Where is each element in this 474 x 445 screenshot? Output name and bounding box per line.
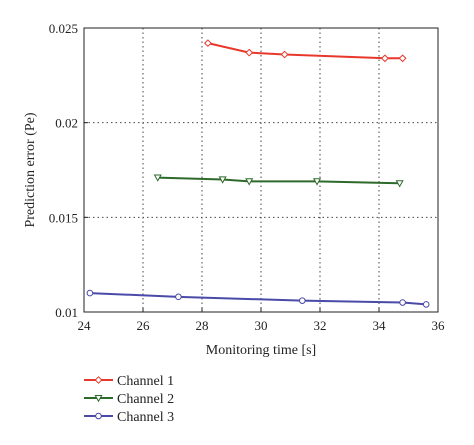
x-tick-label: 28 [196, 318, 209, 333]
legend-marker [95, 412, 102, 420]
y-tick-label: 0.01 [55, 305, 78, 320]
legend-label: Channel 3 [117, 410, 174, 425]
data-point [380, 54, 389, 63]
legend-item-channel-1: Channel 1 [84, 374, 174, 389]
data-point [280, 50, 289, 59]
legend-item-channel-3: Channel 3 [84, 410, 174, 425]
legend-label: Channel 1 [117, 374, 174, 389]
x-tick-label: 36 [432, 318, 446, 333]
y-tick-label: 0.02 [55, 116, 78, 131]
data-point [399, 299, 406, 306]
x-tick-label: 32 [314, 318, 327, 333]
data-point [313, 178, 322, 186]
series [86, 39, 430, 308]
data-point [299, 297, 306, 304]
data-point [245, 178, 254, 186]
legend-label: Channel 2 [117, 392, 174, 407]
grid [84, 28, 438, 312]
data-point [86, 289, 94, 297]
series-channel-3 [86, 289, 430, 308]
legend: Channel 1 Channel 2 Channel 3 [84, 374, 174, 425]
data-point [175, 293, 182, 301]
data-point [245, 48, 254, 57]
data-point [153, 174, 162, 182]
y-tick-label: 0.015 [49, 210, 78, 225]
data-point [203, 39, 212, 48]
data-point [422, 301, 430, 308]
x-tick-label: 34 [373, 318, 387, 333]
x-tick-label: 24 [78, 318, 92, 333]
plot-area-frame [83, 27, 439, 313]
x-tick-label: 30 [255, 318, 268, 333]
axis-ticks: 24 26 28 30 32 34 36 0.01 0.015 0.02 0.025 [49, 21, 445, 333]
x-axis-label: Monitoring time [s] [206, 343, 316, 358]
data-point [218, 176, 227, 184]
x-tick-label: 26 [137, 318, 151, 333]
series-line [89, 292, 427, 306]
data-point [398, 54, 407, 63]
legend-marker [94, 376, 103, 384]
data-point [395, 180, 404, 188]
series-line [157, 176, 400, 185]
legend-marker [94, 394, 103, 403]
y-axis-label: Prediction error (Pe) [23, 112, 38, 227]
y-tick-label: 0.025 [49, 21, 78, 36]
series-line [207, 42, 403, 60]
series-channel-2 [153, 174, 404, 188]
legend-item-channel-2: Channel 2 [84, 392, 174, 407]
series-channel-1 [203, 39, 407, 63]
